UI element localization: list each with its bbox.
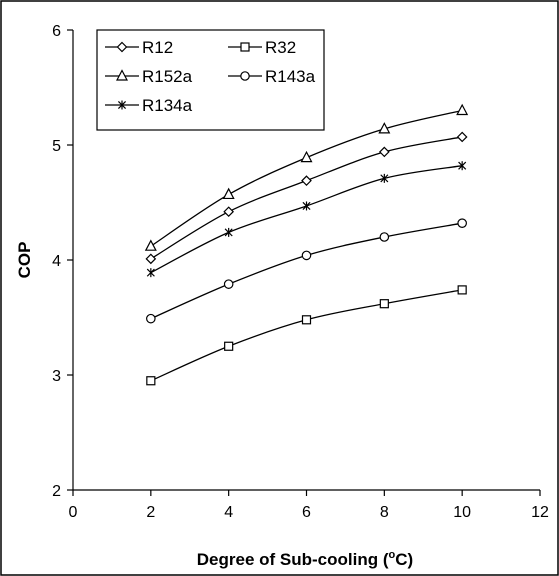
series-r32: [146, 285, 467, 386]
legend-marker: [240, 71, 250, 81]
series-r152a: [144, 103, 469, 251]
y-tick-label: 5: [52, 138, 61, 155]
legend-item-r32: R32: [228, 38, 296, 57]
data-point: [301, 250, 312, 261]
data-point: [301, 315, 312, 325]
data-point: [300, 150, 313, 163]
data-point: [145, 253, 157, 265]
series-layer: [144, 103, 469, 386]
legend-label: R32: [265, 38, 296, 57]
y-axis-title: COP: [15, 242, 34, 279]
data-point: [457, 218, 467, 228]
legend-marker: [116, 41, 128, 53]
legend: R12 R32 R152a R143a R134a: [96, 29, 325, 131]
x-tick-label: 8: [380, 504, 389, 521]
data-point: [456, 131, 468, 143]
y-tick-label: 6: [52, 23, 61, 40]
series-r143a: [146, 218, 467, 324]
x-tick-label: 6: [302, 504, 311, 521]
data-point: [224, 227, 233, 237]
data-point: [457, 285, 467, 295]
series-r12: [145, 131, 468, 265]
legend-item-r152a: R152a: [105, 67, 193, 86]
x-tick-label: 0: [69, 504, 78, 521]
data-point: [224, 341, 234, 351]
data-point: [223, 279, 234, 289]
data-point: [379, 299, 389, 309]
legend-marker: [117, 100, 127, 110]
legend-marker: [116, 69, 128, 81]
data-point: [302, 201, 311, 211]
legend-item-r12: R12: [105, 38, 173, 57]
data-point: [146, 313, 156, 324]
data-point: [301, 175, 312, 186]
y-tick-label: 3: [52, 368, 61, 385]
x-tick-label: 10: [453, 504, 471, 521]
data-point: [146, 268, 155, 278]
data-point: [378, 146, 390, 158]
series-line: [150, 289, 463, 382]
x-axis-title: Degree of Sub-cooling (oC): [197, 549, 413, 569]
data-point: [378, 122, 391, 134]
x-tick-label: 2: [146, 504, 155, 521]
x-tick-label: 12: [531, 504, 549, 521]
data-point: [456, 103, 469, 116]
data-point: [146, 376, 156, 386]
x-axis-title-main: Degree of Sub-cooling (: [197, 550, 389, 569]
x-axis-title-superscript: o: [389, 549, 396, 561]
data-point: [144, 239, 157, 251]
y-tick-label: 4: [52, 253, 61, 270]
data-point: [380, 173, 389, 183]
data-point: [223, 206, 235, 218]
series-line: [150, 222, 463, 320]
legend-label: R12: [142, 38, 173, 57]
legend-label: R134a: [142, 96, 193, 115]
legend-item-r134a: R134a: [105, 96, 193, 115]
legend-label: R152a: [142, 67, 193, 86]
data-point: [458, 161, 467, 171]
y-tick-label: 2: [52, 483, 61, 500]
x-tick-label: 4: [224, 504, 233, 521]
legend-marker: [240, 42, 250, 52]
legend-item-r143a: R143a: [228, 67, 316, 86]
data-point: [222, 187, 235, 200]
x-axis-title-end: C): [395, 550, 413, 569]
legend-label: R143a: [265, 67, 316, 86]
series-r134a: [146, 161, 467, 278]
data-point: [379, 232, 390, 242]
